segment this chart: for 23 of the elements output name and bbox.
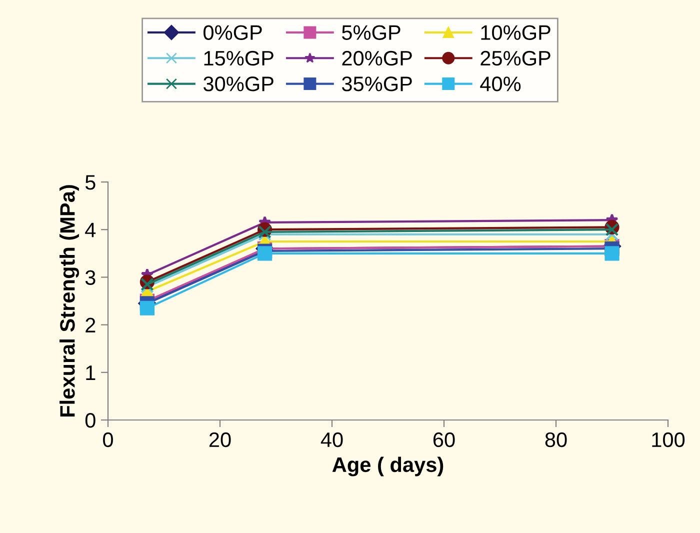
legend-label: 5%GP bbox=[342, 25, 400, 40]
x-tick-label: 80 bbox=[545, 432, 567, 448]
x-axis-title: Age ( days) bbox=[332, 456, 444, 476]
x-tick-label: 100 bbox=[652, 432, 685, 448]
y-tick-label: 1 bbox=[86, 366, 96, 380]
legend-label: 0%GP bbox=[204, 25, 262, 40]
y-tick-label: 4 bbox=[85, 222, 96, 238]
legend-label: 40% bbox=[480, 76, 521, 92]
y-tick-label: 0 bbox=[85, 413, 96, 428]
x-tick-label: 20 bbox=[209, 432, 231, 448]
x-tick-label: 40 bbox=[320, 432, 343, 448]
legend-label: 10%GP bbox=[481, 25, 550, 40]
y-tick-label: 5 bbox=[85, 175, 96, 190]
legend-label: 15%GP bbox=[204, 50, 274, 66]
y-axis-title: Flexural Strength (MPa) bbox=[60, 185, 80, 417]
x-tick-label: 0 bbox=[103, 432, 113, 448]
legend-label: 20%GP bbox=[342, 50, 412, 66]
legend-label: 30%GP bbox=[204, 76, 274, 92]
legend-label: 35%GP bbox=[342, 76, 412, 92]
y-tick-label: 2 bbox=[86, 318, 96, 332]
y-tick-label: 3 bbox=[85, 270, 96, 285]
legend-label: 25%GP bbox=[480, 50, 550, 66]
x-tick-label: 60 bbox=[433, 432, 455, 448]
